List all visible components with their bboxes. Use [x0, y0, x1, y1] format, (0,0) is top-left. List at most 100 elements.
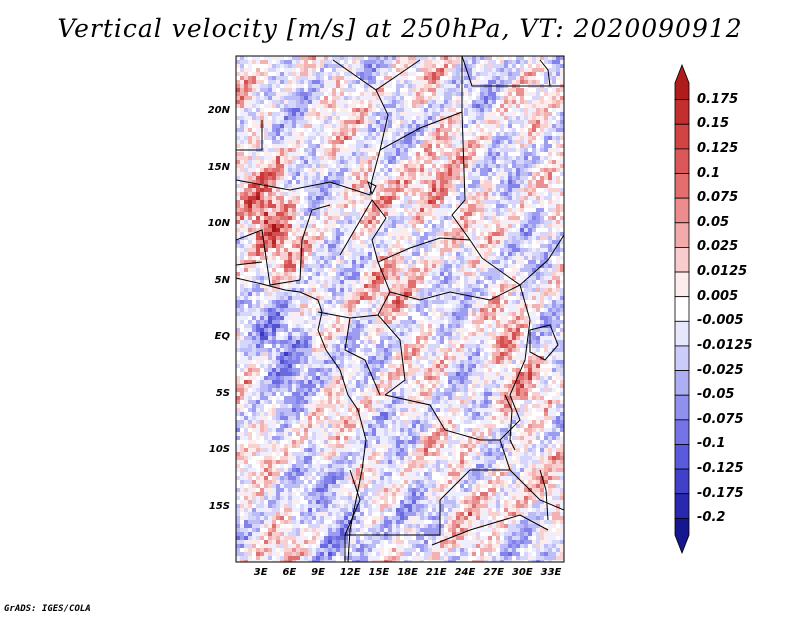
field-cell	[500, 236, 505, 241]
field-cell	[460, 184, 465, 189]
field-cell	[392, 184, 397, 189]
field-cell	[344, 128, 349, 133]
field-cell	[260, 72, 265, 77]
field-cell	[320, 68, 325, 73]
field-cell	[332, 108, 337, 113]
field-cell	[500, 248, 505, 253]
field-cell	[300, 264, 305, 269]
field-cell	[428, 236, 433, 241]
field-cell	[264, 276, 269, 281]
field-cell	[440, 272, 445, 277]
field-cell	[388, 180, 393, 185]
field-cell	[236, 180, 241, 185]
field-cell	[476, 56, 481, 61]
field-cell	[416, 220, 421, 225]
field-cell	[296, 172, 301, 177]
field-cell	[500, 76, 505, 81]
field-cell	[416, 228, 421, 233]
field-cell	[444, 216, 449, 221]
field-cell	[560, 268, 564, 273]
field-cell	[416, 72, 421, 77]
field-cell	[384, 296, 389, 301]
field-cell	[488, 120, 493, 125]
field-cell	[280, 252, 285, 257]
field-cell	[348, 256, 353, 261]
field-cell	[240, 220, 245, 225]
field-cell	[380, 172, 385, 177]
field-cell	[480, 132, 485, 137]
field-cell	[396, 140, 401, 145]
field-cell	[500, 260, 505, 265]
field-cell	[348, 132, 353, 137]
field-cell	[240, 264, 245, 269]
field-cell	[412, 72, 417, 77]
field-cell	[336, 84, 341, 89]
field-cell	[292, 284, 297, 289]
field-cell	[332, 216, 337, 221]
field-cell	[532, 192, 537, 197]
field-cell	[400, 124, 405, 129]
field-cell	[348, 68, 353, 73]
field-cell	[284, 216, 289, 221]
field-cell	[272, 188, 277, 193]
field-cell	[504, 60, 509, 65]
field-cell	[304, 88, 309, 93]
field-cell	[556, 244, 561, 249]
field-cell	[504, 56, 509, 61]
field-cell	[440, 172, 445, 177]
field-cell	[548, 116, 553, 121]
field-cell	[476, 264, 481, 269]
field-cell	[336, 68, 341, 73]
field-cell	[360, 148, 365, 153]
field-cell	[496, 192, 501, 197]
field-cell	[464, 204, 469, 209]
field-cell	[248, 220, 253, 225]
field-cell	[468, 136, 473, 141]
field-cell	[408, 204, 413, 209]
field-cell	[496, 220, 501, 225]
field-cell	[356, 148, 361, 153]
field-cell	[296, 88, 301, 93]
field-cell	[540, 204, 545, 209]
field-cell	[380, 128, 385, 133]
field-cell	[240, 260, 245, 265]
field-cell	[324, 100, 329, 105]
field-cell	[280, 208, 285, 213]
field-cell	[524, 264, 529, 269]
field-cell	[284, 292, 289, 297]
field-cell	[424, 236, 429, 241]
field-cell	[344, 288, 349, 293]
field-cell	[440, 72, 445, 77]
field-cell	[444, 136, 449, 141]
field-cell	[520, 248, 525, 253]
field-cell	[388, 152, 393, 157]
field-cell	[372, 212, 377, 217]
field-cell	[444, 292, 449, 297]
field-cell	[392, 280, 397, 285]
field-cell	[452, 256, 457, 261]
field-cell	[324, 232, 329, 237]
field-cell	[452, 136, 457, 141]
field-cell	[256, 176, 261, 181]
field-cell	[424, 160, 429, 165]
field-cell	[352, 128, 357, 133]
field-cell	[420, 184, 425, 189]
field-cell	[276, 232, 281, 237]
field-cell	[532, 228, 537, 233]
field-cell	[464, 88, 469, 93]
field-cell	[284, 232, 289, 237]
field-cell	[488, 188, 493, 193]
field-cell	[440, 176, 445, 181]
field-cell	[524, 88, 529, 93]
field-cell	[440, 148, 445, 153]
field-cell	[520, 184, 525, 189]
field-cell	[512, 112, 517, 117]
field-cell	[488, 124, 493, 129]
field-cell	[372, 280, 377, 285]
field-cell	[404, 232, 409, 237]
field-cell	[408, 132, 413, 137]
field-cell	[324, 116, 329, 121]
field-cell	[376, 164, 381, 169]
field-cell	[428, 128, 433, 133]
field-cell	[392, 284, 397, 289]
